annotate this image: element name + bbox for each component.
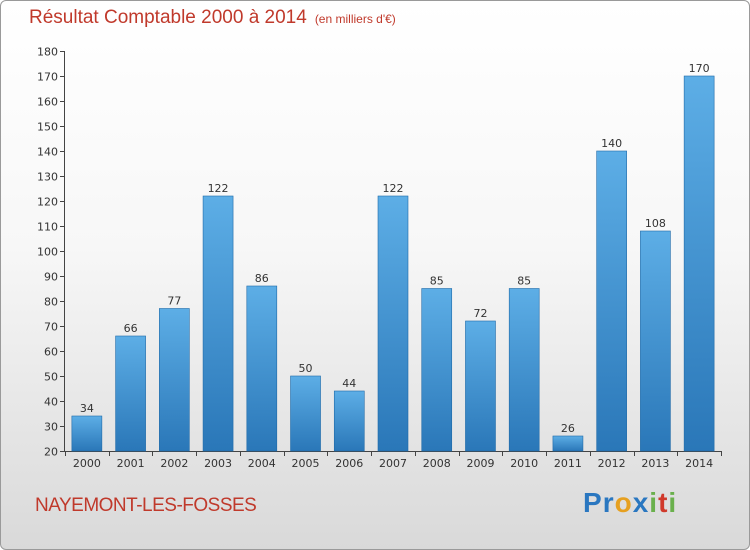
- bar-2012: [596, 150, 627, 452]
- y-tick-label: 70: [44, 321, 58, 334]
- value-label-2013: 108: [645, 217, 666, 230]
- bar-2004: [246, 285, 278, 452]
- bar-2003: [202, 195, 234, 452]
- value-label-2004: 86: [255, 272, 269, 285]
- y-tick-label: 80: [44, 296, 58, 309]
- x-tick-label-2000: 2000: [73, 457, 101, 470]
- bar-2005: [290, 375, 321, 452]
- commune-name: NAYEMONT-LES-FOSSES: [35, 495, 257, 516]
- value-label-2000: 34: [80, 402, 94, 415]
- y-tick-label: 30: [44, 421, 58, 434]
- x-tick-label-2004: 2004: [248, 457, 276, 470]
- x-tick-label-2011: 2011: [554, 457, 582, 470]
- value-label-2006: 44: [342, 377, 356, 390]
- y-tick-label: 180: [37, 46, 58, 59]
- chart-title: Résultat Comptable 2000 à 2014 (en millie…: [29, 7, 396, 29]
- y-tick-label: 90: [44, 271, 58, 284]
- y-tick-label: 50: [44, 371, 58, 384]
- value-label-2009: 72: [473, 307, 487, 320]
- bar-2014: [683, 75, 715, 452]
- x-tick-label-2013: 2013: [641, 457, 669, 470]
- logo-letter: i: [668, 487, 678, 518]
- chart-title-text: Résultat Comptable 2000 à 2014: [29, 7, 307, 28]
- logo-letter: o: [614, 487, 633, 518]
- logo-letter: P: [583, 487, 603, 518]
- x-tick-label-2001: 2001: [117, 457, 145, 470]
- x-tick-label-2002: 2002: [160, 457, 188, 470]
- value-label-2007: 122: [383, 182, 404, 195]
- logo-letter: x: [632, 487, 650, 518]
- y-tick-label: 160: [37, 96, 58, 109]
- value-label-2003: 122: [208, 182, 229, 195]
- value-label-2010: 85: [517, 275, 531, 288]
- value-label-2002: 77: [167, 295, 181, 308]
- value-label-2014: 170: [689, 62, 710, 75]
- bar-2009: [465, 320, 496, 452]
- proxiti-logo: Proxiti: [583, 487, 677, 519]
- logo-letter: t: [658, 487, 669, 518]
- y-tick-label: 20: [44, 446, 58, 459]
- y-tick-label: 120: [37, 196, 58, 209]
- bar-2001: [115, 335, 146, 452]
- y-tick-label: 150: [37, 121, 58, 134]
- value-label-2011: 26: [561, 422, 575, 435]
- x-tick-label-2006: 2006: [335, 457, 363, 470]
- y-tick-label: 170: [37, 71, 58, 84]
- x-tick-label-2003: 2003: [204, 457, 232, 470]
- logo-letter: i: [649, 487, 659, 518]
- y-tick-label: 110: [37, 221, 58, 234]
- x-tick-label-2007: 2007: [379, 457, 407, 470]
- bar-2007: [377, 195, 409, 452]
- y-tick-label: 100: [37, 246, 58, 259]
- y-tick-label: 60: [44, 346, 58, 359]
- chart-subtitle: (en milliers d'€): [314, 12, 396, 26]
- x-tick-label-2014: 2014: [685, 457, 713, 470]
- value-label-2005: 50: [299, 362, 313, 375]
- x-tick-label-2012: 2012: [598, 457, 626, 470]
- x-tick-label-2009: 2009: [466, 457, 494, 470]
- x-tick-label-2010: 2010: [510, 457, 538, 470]
- bar-2010: [508, 288, 540, 452]
- y-tick-label: 140: [37, 146, 58, 159]
- logo-letter: r: [602, 487, 615, 518]
- x-tick-label-2008: 2008: [423, 457, 451, 470]
- bar-2013: [640, 230, 671, 452]
- bar-2000: [71, 415, 103, 452]
- value-label-2001: 66: [124, 322, 138, 335]
- y-tick-label: 130: [37, 171, 58, 184]
- bar-2011: [552, 435, 584, 452]
- value-label-2012: 140: [601, 137, 622, 150]
- bar-2002: [159, 308, 190, 452]
- value-label-2008: 85: [430, 275, 444, 288]
- bar-2006: [333, 390, 365, 452]
- y-tick-label: 40: [44, 396, 58, 409]
- bar-2008: [421, 288, 453, 452]
- x-tick-label-2005: 2005: [292, 457, 320, 470]
